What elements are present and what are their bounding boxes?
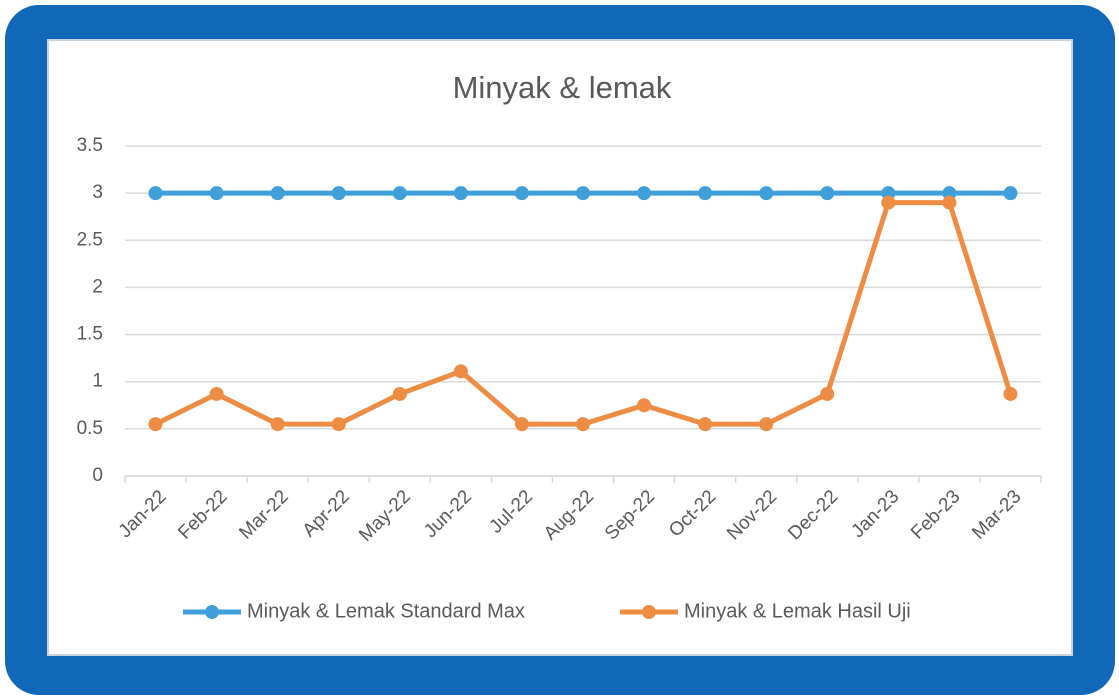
point bbox=[637, 186, 652, 201]
point bbox=[698, 186, 713, 201]
y-tick-label: 0.5 bbox=[77, 418, 103, 439]
chart-title: Minyak & lemak bbox=[453, 70, 672, 105]
legend-marker bbox=[642, 605, 656, 619]
point bbox=[209, 386, 224, 401]
y-tick-label: 3.5 bbox=[77, 135, 103, 156]
legend-label: Minyak & Lemak Hasil Uji bbox=[684, 600, 911, 622]
chart-panel bbox=[47, 39, 1073, 656]
y-tick-label: 2.5 bbox=[77, 229, 103, 250]
point bbox=[576, 417, 590, 432]
point bbox=[820, 386, 835, 401]
point bbox=[148, 186, 163, 201]
y-tick-label: 3 bbox=[92, 182, 103, 203]
point bbox=[392, 386, 407, 401]
point bbox=[881, 195, 896, 210]
point bbox=[209, 186, 224, 201]
point bbox=[514, 186, 529, 201]
point bbox=[453, 364, 468, 379]
point bbox=[270, 417, 285, 432]
y-tick-label: 2 bbox=[92, 276, 103, 297]
point bbox=[392, 186, 407, 201]
point bbox=[148, 417, 163, 432]
point bbox=[270, 186, 285, 201]
y-tick-label: 1 bbox=[92, 371, 103, 392]
point bbox=[759, 417, 774, 432]
point bbox=[331, 417, 346, 432]
legend-label: Minyak & Lemak Standard Max bbox=[247, 600, 525, 622]
legend-marker bbox=[205, 605, 219, 619]
point bbox=[514, 417, 529, 432]
point bbox=[331, 186, 346, 201]
point bbox=[637, 398, 652, 413]
point bbox=[698, 417, 713, 432]
y-tick-label: 0 bbox=[92, 465, 103, 486]
point bbox=[759, 186, 774, 201]
point bbox=[1003, 186, 1018, 201]
point bbox=[942, 195, 957, 210]
point bbox=[820, 186, 835, 201]
point bbox=[453, 186, 468, 201]
y-tick-label: 1.5 bbox=[77, 324, 103, 345]
point bbox=[576, 186, 590, 201]
point bbox=[1003, 386, 1018, 401]
